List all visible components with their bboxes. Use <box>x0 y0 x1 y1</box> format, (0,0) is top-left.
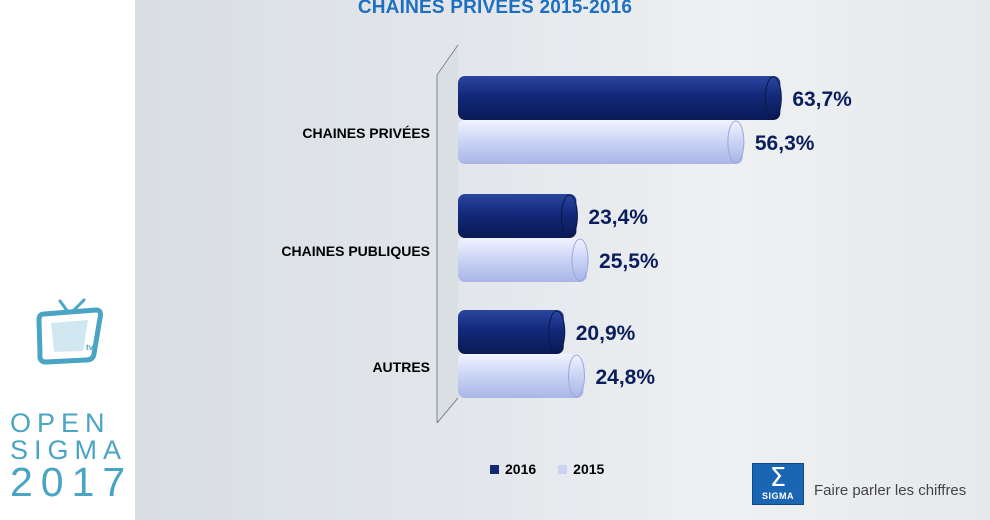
bar-cap-2015-autres <box>567 354 585 398</box>
legend-swatch-2015 <box>558 464 568 474</box>
category-label-chaines-publiques: CHAINES PUBLIQUES <box>281 243 430 259</box>
bar-2016-autres <box>458 310 564 354</box>
left-sidebar <box>0 0 135 520</box>
legend-swatch-2016 <box>490 464 499 474</box>
bar-cap-2015-chaines-privees <box>727 120 745 164</box>
value-label-2016-chaines-publiques: 23,4% <box>588 206 648 229</box>
axis-wall <box>437 45 458 423</box>
chart-title: CHAINES PRIVEES 2015-2016 <box>357 0 633 18</box>
chart-legend: 2016 2015 <box>490 461 604 477</box>
legend-label-2016: 2016 <box>505 461 537 477</box>
legend-item-2015: 2015 <box>558 461 604 477</box>
bar-cap-2015-chaines-publiques <box>571 238 589 282</box>
bar-2015-chaines-privees <box>458 120 743 164</box>
tv-icon: tv <box>36 298 103 365</box>
bar-2015-autres <box>458 354 584 398</box>
brand-tagline: Faire parler les chiffres <box>814 482 967 499</box>
bar-2016-chaines-privees <box>458 76 781 120</box>
event-year: 2017 <box>10 459 134 505</box>
value-label-2016-chaines-privees: 63,7% <box>792 88 852 111</box>
bar-cap-2016-chaines-publiques <box>560 194 578 238</box>
event-name-line2: SIGMA <box>10 435 128 465</box>
sigma-glyph-icon: Σ <box>769 463 787 493</box>
chart-axis <box>436 44 459 424</box>
value-label-2015-chaines-privees: 56,3% <box>755 132 815 155</box>
event-name-line1: OPEN <box>10 408 111 438</box>
bar-2015-chaines-publiques <box>458 238 588 282</box>
value-label-2016-autres: 20,9% <box>576 322 636 345</box>
labels: CHAINES PRIVÉES 63,7% 56,3% CHAINES PUBLIQU… <box>281 88 852 389</box>
category-label-chaines-privees: CHAINES PRIVÉES <box>302 125 430 141</box>
legend-item-2016: 2016 <box>490 461 536 477</box>
bars <box>458 76 782 398</box>
bar-2016-chaines-publiques <box>458 194 577 238</box>
value-label-2015-autres: 24,8% <box>595 366 655 389</box>
tv-icon-text: tv <box>86 343 94 352</box>
axis-line-bottom <box>436 397 459 424</box>
bar-cap-2016-autres <box>548 310 566 354</box>
bar-cap-2016-chaines-privees <box>764 76 782 120</box>
value-label-2015-chaines-publiques: 25,5% <box>599 250 659 273</box>
sigma-logo-text: SIGMA <box>761 491 794 501</box>
open-sigma-logo: OPEN SIGMA 2017 <box>10 410 133 503</box>
sigma-logo-icon: Σ SIGMA <box>752 463 804 505</box>
axis-line-top <box>436 44 459 76</box>
category-label-autres: AUTRES <box>372 359 430 375</box>
legend-label-2015: 2015 <box>573 461 605 477</box>
